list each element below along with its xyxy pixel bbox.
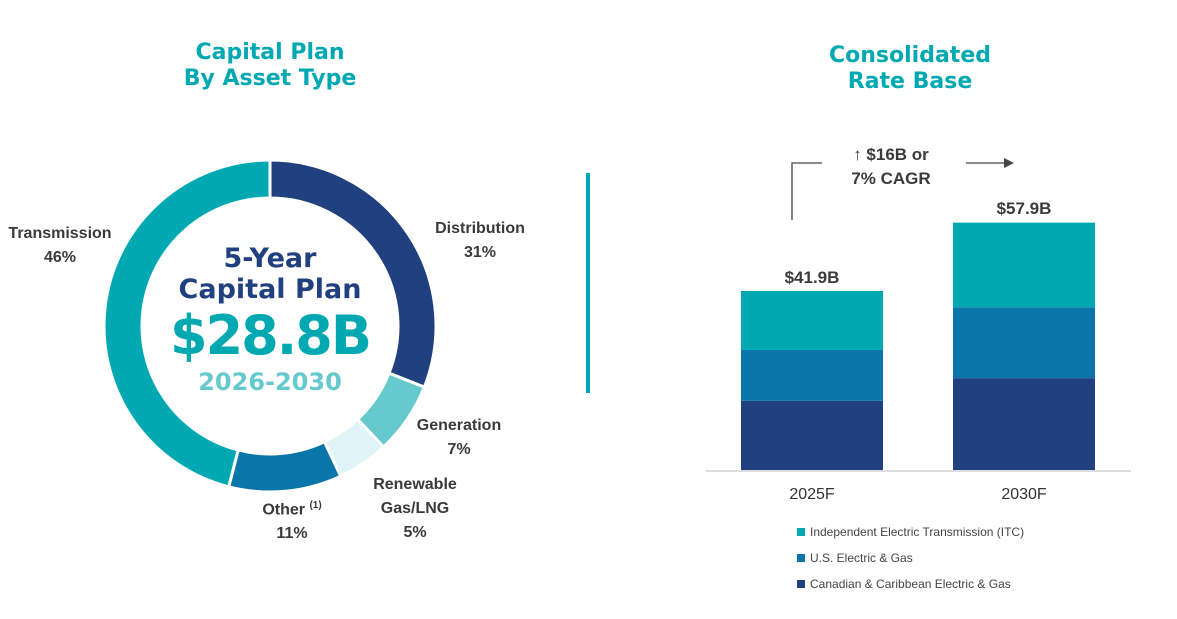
donut-center: 5-Year Capital Plan $28.8B 2026-2030 [150, 243, 390, 397]
donut-chart [102, 158, 438, 494]
total-label-2030: $57.9B [996, 199, 1052, 218]
total-label-2025: $41.9B [784, 268, 840, 287]
label-transmission: Transmission 46% [0, 222, 120, 270]
legend-swatch [797, 580, 805, 588]
legend-item-us: U.S. Electric & Gas [797, 545, 1024, 571]
label-renewable: Renewable Gas/LNG 5% [355, 473, 475, 545]
label-other: Other (1) 11% [232, 494, 352, 546]
title-line: Capital Plan [195, 40, 345, 65]
footnote: (1) [309, 500, 322, 511]
legend-swatch [797, 554, 805, 562]
divider [586, 173, 590, 393]
slice-pct: 46% [43, 249, 77, 266]
stacked-bar-chart [741, 222, 1095, 470]
slice-pct: 11% [276, 525, 308, 543]
bar-2025F-independent-electric-transmission-itc- [741, 291, 883, 350]
center-period: 2026-2030 [198, 368, 342, 396]
title-line: Rate Base [847, 69, 973, 94]
donut-slice-other [226, 439, 343, 494]
legend-label: U.S. Electric & Gas [810, 551, 913, 565]
growth-label: ↑ $16B or 7% CAGR [816, 143, 966, 191]
legend-item-itc: Independent Electric Transmission (ITC) [797, 519, 1024, 545]
capital-plan-title: Capital Plan By Asset Type [150, 40, 390, 92]
label-distribution: Distribution 31% [420, 217, 540, 265]
bar-2025F-canadian-caribbean-electric-gas [741, 400, 883, 470]
label-generation: Generation 7% [400, 414, 518, 462]
slice-pct: 5% [403, 524, 427, 541]
center-line1: 5-Year [223, 243, 317, 274]
center-amount: $28.8B [170, 304, 372, 367]
x-tick-2025: 2025F [789, 486, 835, 503]
x-tick-2030: 2030F [1001, 486, 1047, 503]
growth-line: 7% CAGR [851, 169, 931, 188]
donut-slice-transmission [102, 158, 272, 489]
title-line: Consolidated [829, 43, 991, 68]
arrow-head-icon [1004, 158, 1014, 168]
slice-label: Distribution [435, 220, 525, 237]
rate-base-title: Consolidated Rate Base [790, 43, 1030, 95]
slice-label: Renewable [373, 476, 457, 493]
legend-item-canadian: Canadian & Caribbean Electric & Gas [797, 571, 1024, 597]
bar-2025F-u-s-electric-gas [741, 349, 883, 401]
slice-label: Generation [416, 417, 502, 434]
legend-swatch [797, 528, 805, 536]
legend-label: Canadian & Caribbean Electric & Gas [810, 577, 1011, 591]
legend: Independent Electric Transmission (ITC) … [797, 519, 1024, 597]
bar-2030F-canadian-caribbean-electric-gas [953, 378, 1095, 470]
slice-pct: 31% [463, 244, 497, 261]
growth-bracket [791, 162, 822, 220]
slice-pct: 7% [447, 441, 471, 458]
legend-label: Independent Electric Transmission (ITC) [810, 525, 1025, 539]
slice-label: Gas/LNG [380, 500, 450, 517]
center-line2: Capital Plan [178, 274, 362, 305]
growth-line: ↑ $16B or [853, 145, 929, 164]
title-line: By Asset Type [183, 66, 357, 91]
slice-label: Other [262, 501, 305, 519]
bar-2030F-independent-electric-transmission-itc- [953, 222, 1095, 308]
slice-label: Transmission [8, 225, 112, 242]
bar-2030F-u-s-electric-gas [953, 307, 1095, 379]
